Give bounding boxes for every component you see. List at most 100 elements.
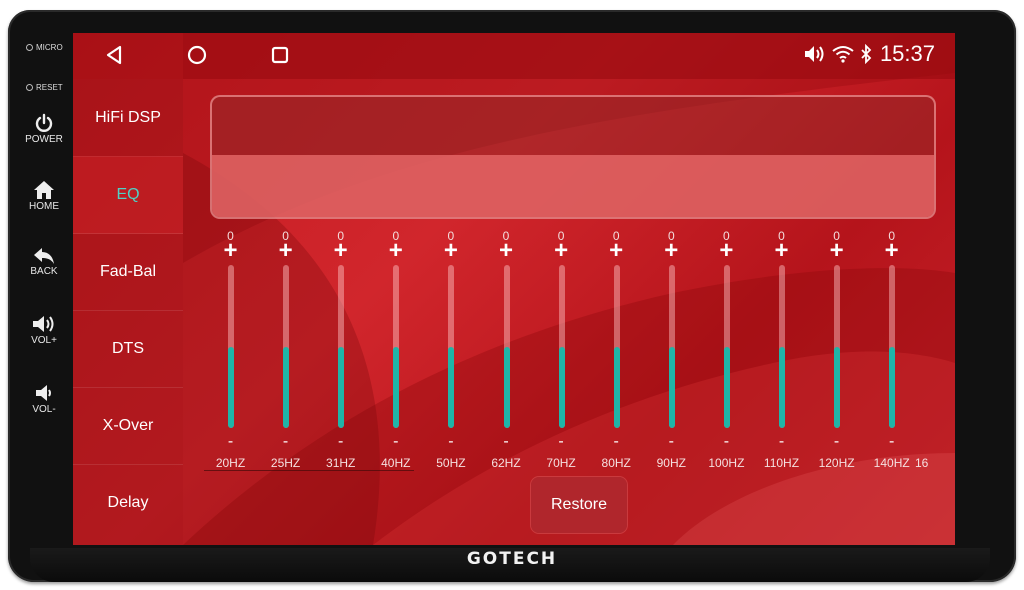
back-label: BACK (30, 266, 58, 277)
power-button[interactable]: POWER (18, 113, 70, 145)
eq-band: 0 + - 40HZ (368, 229, 423, 479)
band-increase-button[interactable]: + (223, 237, 238, 264)
band-increase-button[interactable]: + (829, 237, 844, 264)
band-slider-fill (779, 346, 785, 428)
eq-band: 0 + - 100HZ (699, 229, 754, 479)
status-bar: 15:37 (804, 41, 935, 67)
home-hw-button[interactable]: HOME (18, 180, 70, 212)
band-slider[interactable] (779, 265, 785, 428)
band-increase-button[interactable]: + (774, 237, 789, 264)
volume-down-label: VOL- (32, 404, 56, 415)
band-value: 0 (502, 229, 510, 243)
volume-down-button[interactable]: VOL- (18, 383, 70, 415)
band-frequency: 31HZ (326, 456, 356, 470)
band-value: 0 (833, 229, 840, 243)
sidebar-item-label: EQ (116, 185, 140, 203)
band-decrease-button[interactable]: - (613, 433, 619, 450)
wifi-icon (832, 46, 854, 63)
band-slider[interactable] (723, 265, 730, 428)
band-decrease-button[interactable]: - (668, 433, 674, 450)
band-slider-fill (668, 346, 675, 428)
reset-dot-icon (26, 84, 33, 91)
band-decrease-button[interactable]: - (558, 433, 564, 450)
band-decrease-button[interactable]: - (448, 433, 454, 450)
band-decrease-button[interactable]: - (338, 433, 344, 450)
background-waves (183, 33, 955, 545)
sidebar-item-label: X-Over (102, 416, 154, 434)
band-increase-button[interactable]: + (664, 237, 679, 264)
band-increase-button[interactable]: + (333, 237, 348, 264)
band-slider[interactable] (393, 265, 400, 428)
band-increase-button[interactable]: + (278, 237, 293, 264)
brand-logo: GOTECH (466, 549, 558, 569)
band-slider[interactable] (283, 265, 290, 428)
eq-band: 0 + - 110HZ (754, 229, 809, 479)
band-slider[interactable] (338, 265, 345, 428)
band-decrease-button[interactable]: - (503, 433, 509, 450)
band-slider[interactable] (889, 265, 896, 428)
sidebar-item-delay[interactable]: Delay (73, 464, 183, 541)
band-slider[interactable] (228, 265, 234, 428)
eq-band: 0 + - 120HZ (809, 229, 864, 479)
band-slider-fill (834, 346, 841, 428)
nav-bar: 15:37 (73, 33, 955, 79)
band-slider-fill (723, 346, 730, 428)
sidebar-item-eq[interactable]: EQ (73, 156, 183, 234)
band-slider[interactable] (834, 265, 841, 428)
band-slider[interactable] (448, 265, 455, 428)
reset-button[interactable]: RESET (26, 83, 63, 92)
band-slider[interactable] (613, 265, 620, 428)
band-value: 0 (778, 229, 785, 243)
band-decrease-button[interactable]: - (833, 433, 840, 450)
back-hw-button[interactable]: BACK (18, 247, 70, 277)
band-frequency: 20HZ (215, 456, 246, 470)
sidebar-item-x-over[interactable]: X-Over (73, 387, 183, 465)
volume-up-label: VOL+ (31, 335, 57, 346)
sidebar-item-label: Fad-Bal (99, 262, 157, 280)
band-increase-button[interactable]: + (498, 237, 513, 264)
band-decrease-button[interactable]: - (282, 433, 289, 450)
band-increase-button[interactable]: + (554, 237, 569, 264)
volume-up-button[interactable]: VOL+ (18, 314, 70, 346)
band-slider[interactable] (668, 265, 675, 428)
band-decrease-button[interactable]: - (889, 433, 895, 450)
sidebar-item-fad-bal[interactable]: Fad-Bal (73, 233, 183, 311)
eq-band: 0 + - 25HZ (258, 229, 313, 479)
band-increase-button[interactable]: + (609, 237, 624, 264)
band-increase-button[interactable]: + (443, 237, 458, 264)
back-triangle-icon[interactable] (105, 45, 123, 65)
band-value: 0 (392, 229, 400, 243)
band-frequency: 25HZ (270, 456, 301, 470)
band-value: 0 (667, 229, 675, 243)
sidebar-item-dts[interactable]: DTS (73, 310, 183, 388)
volume-icon (804, 46, 824, 62)
band-increase-button[interactable]: + (719, 237, 734, 264)
eq-band: 0 + - 62HZ (479, 229, 534, 479)
band-increase-button[interactable]: + (388, 237, 403, 264)
eq-band: 0 + - 140HZ (864, 229, 919, 479)
band-value: 0 (337, 229, 345, 243)
band-slider[interactable] (503, 265, 510, 428)
band-slider[interactable] (558, 265, 565, 428)
band-value: 0 (557, 229, 565, 243)
band-slider-fill (889, 346, 896, 428)
eq-band: 0 + - 70HZ (534, 229, 589, 479)
micro-dot-icon (26, 44, 33, 51)
band-slider-fill (448, 346, 455, 428)
restore-button[interactable]: Restore (531, 477, 627, 533)
band-decrease-button[interactable]: - (393, 433, 399, 450)
back-icon (34, 248, 54, 264)
recents-square-icon[interactable] (271, 45, 289, 65)
sidebar-item-hifi-dsp[interactable]: HiFi DSP (73, 79, 183, 157)
band-scroll-indicator[interactable] (204, 470, 414, 471)
band-decrease-button[interactable]: - (723, 433, 730, 450)
home-circle-icon[interactable] (187, 45, 207, 65)
band-decrease-button[interactable]: - (227, 433, 234, 450)
eq-band: 0 + - 80HZ (589, 229, 644, 479)
eq-band: 0 + - 20HZ (203, 229, 258, 479)
band-frequency: 140HZ (873, 456, 910, 470)
band-decrease-button[interactable]: - (778, 433, 785, 450)
band-increase-button[interactable]: + (884, 237, 899, 264)
power-label: POWER (25, 134, 63, 145)
band-frequency: 100HZ (708, 456, 745, 470)
